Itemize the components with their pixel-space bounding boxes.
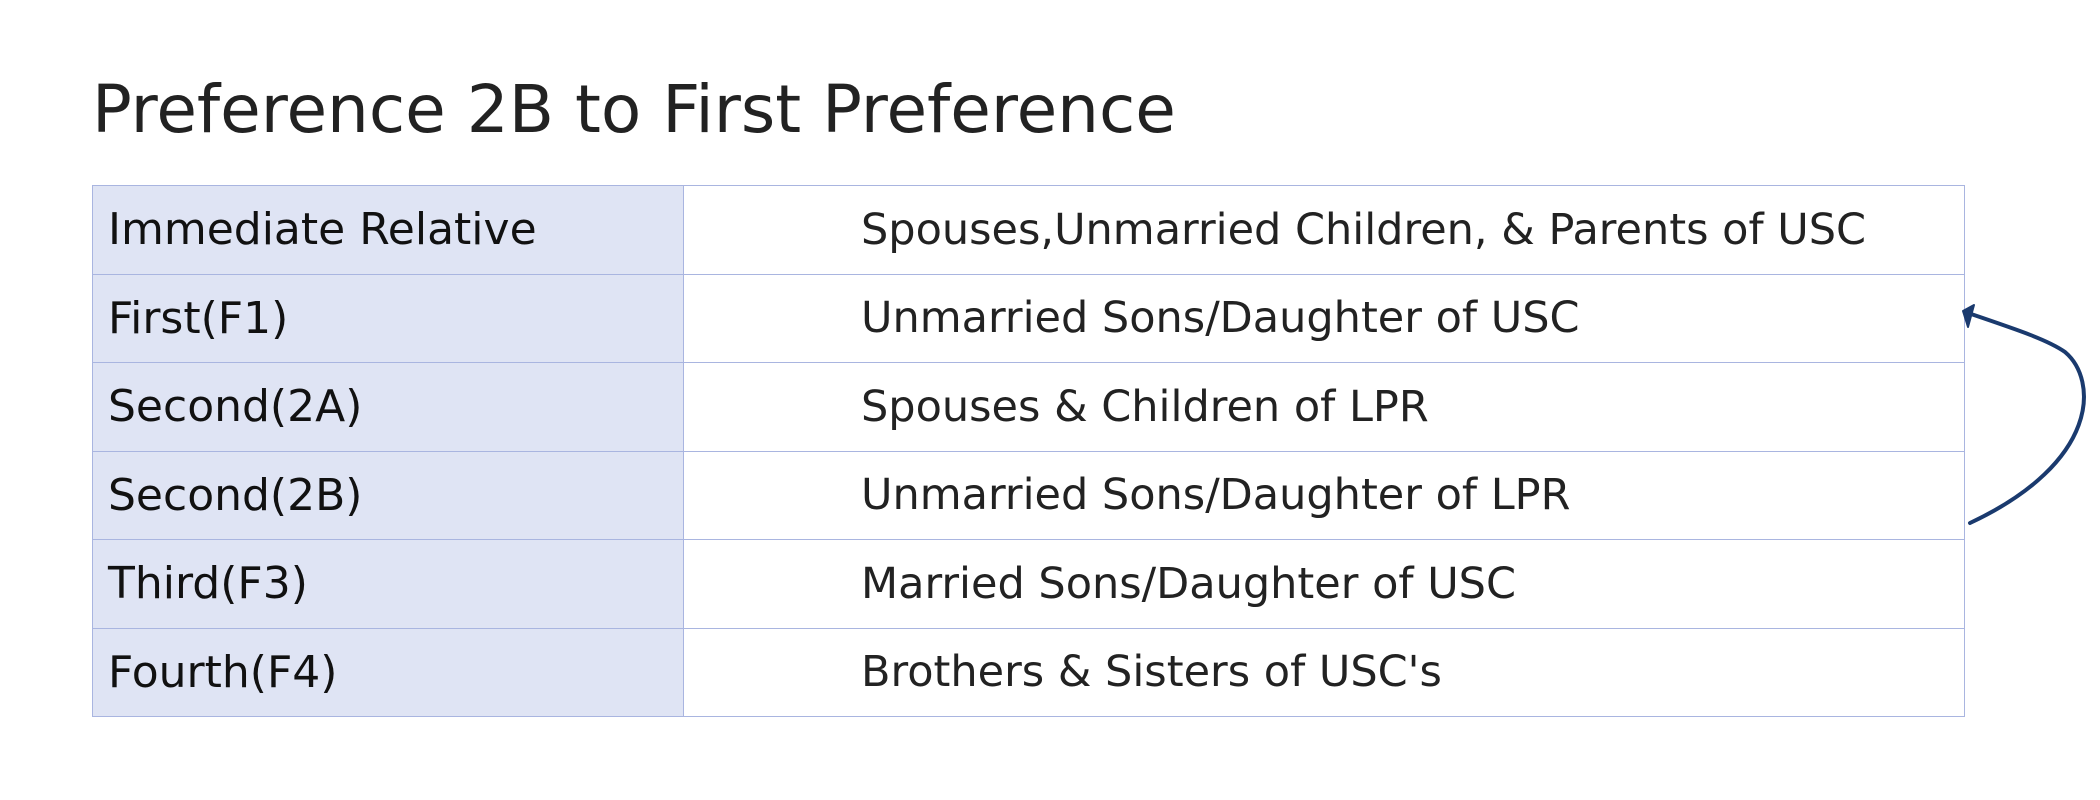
preference-table: Immediate Relative Spouses,Unmarried Chi…: [92, 185, 1965, 717]
category-cell: Fourth(F4): [92, 627, 684, 717]
category-cell: First(F1): [92, 273, 684, 363]
category-cell: Second(2A): [92, 362, 684, 452]
slide-title: Preference 2B to First Preference: [92, 71, 1176, 148]
table-row: Second(2A) Spouses & Children of LPR: [92, 362, 1965, 452]
category-cell: Third(F3): [92, 539, 684, 629]
description-cell: Brothers & Sisters of USC's: [683, 627, 1965, 717]
category-cell: Second(2B): [92, 450, 684, 540]
description-cell: Spouses,Unmarried Children, & Parents of…: [683, 185, 1965, 275]
table-row: Immediate Relative Spouses,Unmarried Chi…: [92, 185, 1965, 275]
arrow-curve: [1966, 311, 2086, 525]
category-cell: Immediate Relative: [92, 185, 684, 275]
table-row: Second(2B) Unmarried Sons/Daughter of LP…: [92, 450, 1965, 540]
description-cell: Unmarried Sons/Daughter of LPR: [683, 450, 1965, 540]
description-cell: Married Sons/Daughter of USC: [683, 539, 1965, 629]
table-row: First(F1) Unmarried Sons/Daughter of USC: [92, 273, 1965, 363]
description-cell: Unmarried Sons/Daughter of USC: [683, 273, 1965, 363]
description-cell: Spouses & Children of LPR: [683, 362, 1965, 452]
table-row: Third(F3) Married Sons/Daughter of USC: [92, 539, 1965, 629]
table-row: Fourth(F4) Brothers & Sisters of USC's: [92, 627, 1965, 717]
